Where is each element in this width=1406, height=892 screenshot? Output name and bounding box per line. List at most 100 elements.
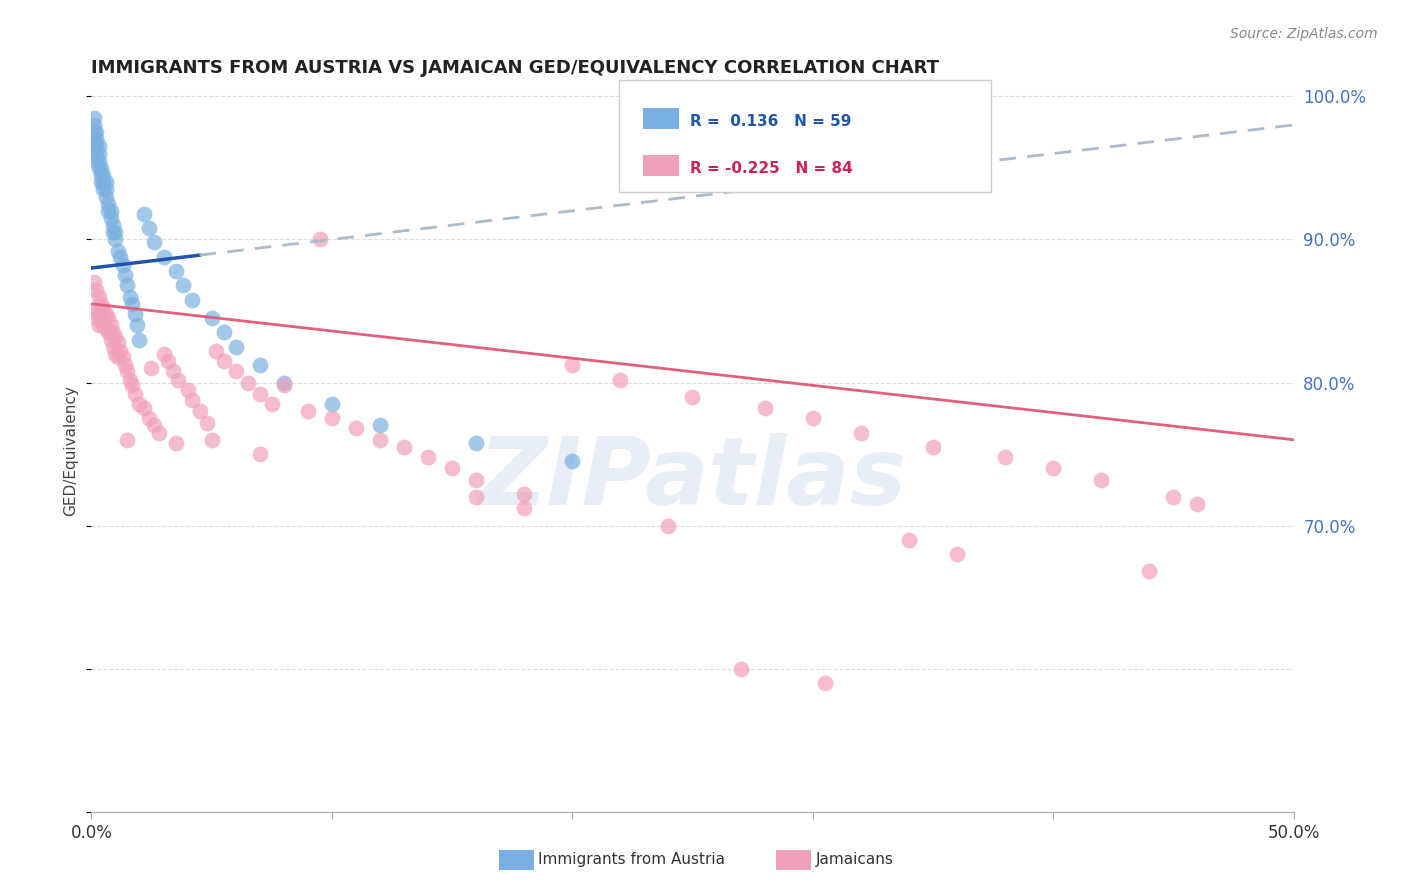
Point — [1042, 461, 1064, 475]
Point — [84, 132, 107, 146]
Point — [297, 404, 319, 418]
Point — [125, 318, 148, 333]
Point — [87, 139, 110, 153]
Point — [114, 268, 136, 283]
Point — [93, 318, 115, 333]
Point — [117, 433, 139, 447]
Text: Immigrants from Austria: Immigrants from Austria — [538, 853, 725, 867]
Point — [121, 378, 143, 392]
Point — [94, 321, 117, 335]
Point — [124, 387, 146, 401]
Point — [84, 125, 107, 139]
Point — [83, 146, 105, 161]
Point — [152, 250, 174, 264]
Point — [111, 258, 134, 272]
Point — [110, 344, 132, 359]
Point — [93, 182, 115, 196]
Text: R =  0.136   N = 59: R = 0.136 N = 59 — [690, 113, 852, 128]
Point — [162, 364, 184, 378]
Point — [93, 175, 115, 189]
Point — [83, 304, 105, 318]
Point — [94, 175, 117, 189]
Point — [249, 447, 271, 461]
Point — [321, 397, 343, 411]
Point — [513, 501, 536, 516]
Point — [465, 473, 488, 487]
Point — [83, 132, 105, 146]
Point — [814, 676, 837, 690]
Point — [111, 350, 134, 364]
Point — [93, 301, 115, 315]
Point — [107, 335, 129, 350]
Point — [754, 401, 776, 416]
Point — [148, 425, 170, 440]
Point — [321, 411, 343, 425]
Point — [561, 454, 583, 468]
Point — [84, 146, 107, 161]
Point — [87, 318, 110, 333]
Point — [97, 326, 120, 340]
Point — [1090, 473, 1112, 487]
Point — [110, 250, 132, 264]
Point — [128, 333, 150, 347]
Point — [134, 207, 156, 221]
Point — [101, 225, 124, 239]
Point — [994, 450, 1017, 464]
Point — [1161, 490, 1184, 504]
Point — [94, 182, 117, 196]
Y-axis label: GED/Equivalency: GED/Equivalency — [63, 385, 79, 516]
Point — [83, 276, 105, 290]
Point — [97, 203, 120, 218]
Point — [138, 221, 160, 235]
Text: R = -0.225   N = 84: R = -0.225 N = 84 — [690, 161, 853, 176]
Point — [368, 433, 391, 447]
Point — [84, 153, 107, 168]
Point — [117, 364, 139, 378]
Point — [90, 175, 112, 189]
Point — [101, 218, 124, 232]
Point — [128, 397, 150, 411]
Point — [142, 235, 165, 250]
Point — [104, 329, 127, 343]
Point — [90, 297, 112, 311]
Point — [172, 278, 194, 293]
Point — [416, 450, 439, 464]
Point — [167, 373, 190, 387]
Text: ZIPatlas: ZIPatlas — [478, 434, 907, 525]
Point — [87, 153, 110, 168]
Point — [946, 547, 969, 561]
Point — [87, 161, 110, 175]
Point — [249, 359, 271, 373]
Point — [118, 373, 141, 387]
Point — [84, 283, 107, 297]
Point — [440, 461, 463, 475]
Point — [87, 290, 110, 304]
Point — [205, 344, 228, 359]
Point — [100, 318, 122, 333]
Point — [176, 383, 198, 397]
Point — [273, 376, 295, 390]
Point — [83, 111, 105, 125]
Point — [124, 307, 146, 321]
Point — [90, 161, 112, 175]
Text: Source: ZipAtlas.com: Source: ZipAtlas.com — [1230, 27, 1378, 41]
Point — [100, 333, 122, 347]
Point — [100, 211, 122, 225]
Text: Jamaicans: Jamaicans — [815, 853, 893, 867]
Point — [83, 125, 105, 139]
Point — [225, 364, 247, 378]
Point — [181, 392, 204, 407]
Point — [114, 359, 136, 373]
Point — [897, 533, 920, 547]
Point — [657, 518, 679, 533]
Point — [188, 404, 211, 418]
Point — [107, 244, 129, 258]
Point — [513, 487, 536, 501]
Point — [117, 278, 139, 293]
Point — [84, 139, 107, 153]
Point — [142, 418, 165, 433]
Point — [392, 440, 415, 454]
Point — [1187, 497, 1209, 511]
Point — [849, 425, 872, 440]
Point — [83, 139, 105, 153]
